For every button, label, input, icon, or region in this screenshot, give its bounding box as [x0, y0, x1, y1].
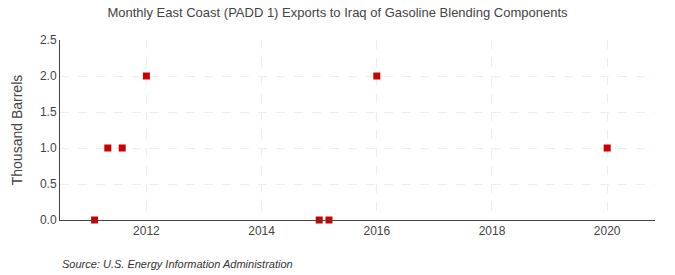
svg-text:2.0: 2.0 [40, 69, 57, 83]
svg-text:Monthly East Coast (PADD 1) Ex: Monthly East Coast (PADD 1) Exports to I… [107, 5, 568, 20]
svg-text:2.5: 2.5 [40, 33, 57, 47]
svg-text:2016: 2016 [363, 224, 390, 238]
svg-text:1.5: 1.5 [40, 105, 57, 119]
svg-text:1.0: 1.0 [40, 141, 57, 155]
svg-text:Source: U.S. Energy Informatio: Source: U.S. Energy Information Administ… [62, 258, 293, 270]
svg-text:2012: 2012 [133, 224, 160, 238]
svg-text:2018: 2018 [479, 224, 506, 238]
svg-text:0.0: 0.0 [40, 213, 57, 227]
svg-text:0.5: 0.5 [40, 177, 57, 191]
svg-text:2014: 2014 [248, 224, 275, 238]
svg-text:2020: 2020 [594, 224, 621, 238]
svg-text:Thousand Barrels: Thousand Barrels [9, 75, 25, 186]
